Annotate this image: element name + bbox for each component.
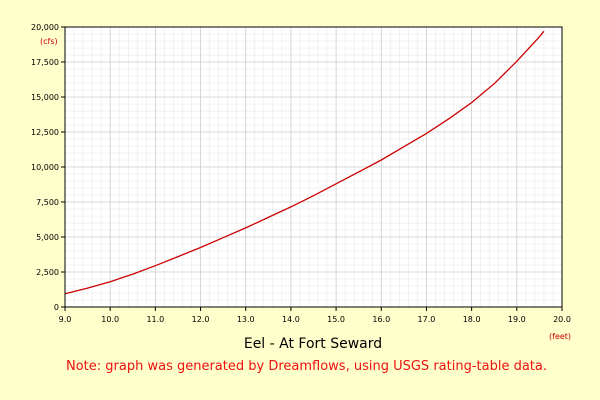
grid bbox=[64, 26, 563, 308]
y-tick-label: 20,000 bbox=[31, 23, 59, 32]
x-tick-label: 10.0 bbox=[101, 315, 119, 324]
x-unit-label: (feet) bbox=[549, 332, 571, 341]
x-tick-label: 16.0 bbox=[372, 315, 390, 324]
x-tick-label: 11.0 bbox=[146, 315, 164, 324]
x-tick-label: 18.0 bbox=[463, 315, 481, 324]
y-tick-label: 15,000 bbox=[31, 93, 59, 102]
y-tick-label: 2,500 bbox=[36, 268, 59, 277]
y-unit-label: (cfs) bbox=[40, 37, 58, 46]
x-tick-label: 15.0 bbox=[327, 315, 345, 324]
y-tick-label: 5,000 bbox=[36, 233, 59, 242]
x-axis-title: Eel - At Fort Seward bbox=[244, 336, 382, 352]
x-tick-label: 12.0 bbox=[192, 315, 210, 324]
x-axis: 9.0 10.0 11.0 12.0 13.0 14.0 15.0 16.0 17.0 18.0 1… bbox=[59, 307, 571, 324]
y-tick-label: 7,500 bbox=[36, 198, 59, 207]
rating-curve bbox=[64, 30, 545, 295]
x-tick-label: 9.0 bbox=[59, 315, 72, 324]
x-tick-label: 19.0 bbox=[508, 315, 526, 324]
x-tick-label: 17.0 bbox=[418, 315, 436, 324]
x-tick-label: 20.0 bbox=[553, 315, 571, 324]
x-tick-label: 14.0 bbox=[282, 315, 300, 324]
y-axis: 0 2,500 5,000 7,500 10,000 12,500 15,000 17,500… bbox=[31, 23, 65, 312]
curve-layer bbox=[64, 30, 545, 295]
y-tick-label: 12,500 bbox=[31, 128, 59, 137]
x-tick-label: 13.0 bbox=[237, 315, 255, 324]
y-tick-label: 17,500 bbox=[31, 58, 59, 67]
y-tick-label: 10,000 bbox=[31, 163, 59, 172]
y-tick-label: 0 bbox=[54, 303, 59, 312]
footnote: Note: graph was generated by Dreamflows,… bbox=[66, 359, 547, 374]
